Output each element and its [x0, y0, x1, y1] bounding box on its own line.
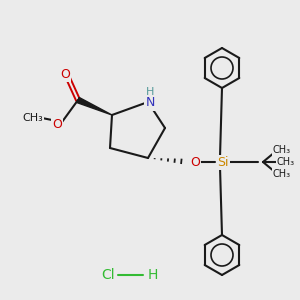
Text: Cl: Cl — [101, 268, 115, 282]
Text: O: O — [52, 118, 62, 131]
Text: CH₃: CH₃ — [273, 145, 291, 155]
Text: H: H — [146, 87, 154, 97]
Text: CH₃: CH₃ — [22, 113, 44, 123]
Text: CH₃: CH₃ — [277, 157, 295, 167]
Polygon shape — [77, 98, 112, 115]
Text: N: N — [145, 97, 155, 110]
Text: Si: Si — [217, 155, 229, 169]
Text: H: H — [148, 268, 158, 282]
Text: O: O — [60, 68, 70, 80]
Text: CH₃: CH₃ — [273, 169, 291, 179]
Text: O: O — [190, 155, 200, 169]
